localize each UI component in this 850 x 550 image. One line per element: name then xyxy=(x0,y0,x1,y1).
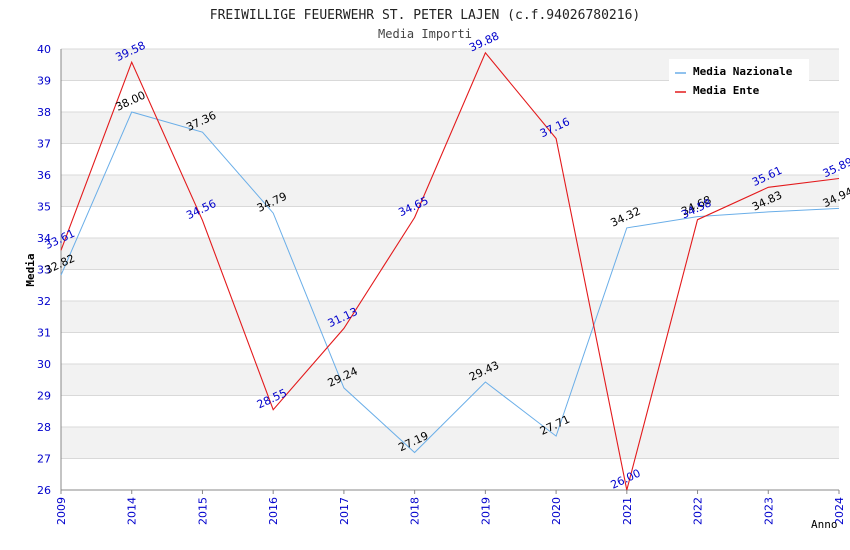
y-tick-label: 26 xyxy=(37,484,51,497)
x-tick-label: 2021 xyxy=(621,497,634,525)
x-tick-label: 2015 xyxy=(196,497,209,525)
y-tick-label: 36 xyxy=(37,169,51,182)
legend-label-ente: Media Ente xyxy=(693,84,760,97)
plot-band xyxy=(61,175,839,207)
legend-label-nazionale: Media Nazionale xyxy=(693,65,793,78)
y-tick-label: 35 xyxy=(37,201,51,214)
y-tick-label: 34 xyxy=(37,232,51,245)
y-tick-label: 40 xyxy=(37,43,51,56)
y-tick-label: 31 xyxy=(37,327,51,340)
y-tick-label: 38 xyxy=(37,106,51,119)
y-tick-label: 29 xyxy=(37,390,51,403)
y-tick-label: 30 xyxy=(37,358,51,371)
plot-band xyxy=(61,112,839,144)
y-tick-label: 28 xyxy=(37,421,51,434)
plot-band xyxy=(61,301,839,333)
plot-band xyxy=(61,364,839,396)
x-tick-label: 2020 xyxy=(550,497,563,525)
x-axis-label: Anno xyxy=(811,518,838,531)
legend-box xyxy=(669,59,809,102)
x-tick-label: 2017 xyxy=(338,497,351,525)
x-tick-label: 2018 xyxy=(409,497,422,525)
y-tick-label: 27 xyxy=(37,453,51,466)
legend: Media Nazionale Media Ente xyxy=(669,59,809,102)
x-tick-label: 2014 xyxy=(126,497,139,525)
x-tick-label: 2019 xyxy=(479,497,492,525)
x-tick-label: 2024 xyxy=(833,497,846,525)
y-tick-label: 37 xyxy=(37,138,51,151)
x-tick-label: 2022 xyxy=(692,497,705,525)
y-axis-ticks: 26 27 28 29 30 31 32 33 34 35 36 37 38 39 40 xyxy=(37,43,51,497)
x-axis-ticks: 2009 2014 2015 2016 2017 2018 2019 2020 2021 2022… xyxy=(55,490,846,525)
y-tick-label: 33 xyxy=(37,264,51,277)
chart-subtitle: Media Importi xyxy=(378,27,472,41)
x-tick-label: 2009 xyxy=(55,497,68,525)
x-tick-label: 2016 xyxy=(267,497,280,525)
x-tick-label: 2023 xyxy=(762,497,775,525)
series-line-ente xyxy=(60,51,840,491)
plot-band xyxy=(61,427,839,459)
chart-title: FREIWILLIGE FEUERWEHR ST. PETER LAJEN (c… xyxy=(210,8,640,23)
plot-band xyxy=(61,238,839,270)
series-line-nazionale xyxy=(60,111,840,454)
y-axis-label: Media xyxy=(24,253,37,286)
y-tick-label: 32 xyxy=(37,295,51,308)
y-tick-label: 39 xyxy=(37,75,51,88)
series-lines xyxy=(60,51,840,491)
